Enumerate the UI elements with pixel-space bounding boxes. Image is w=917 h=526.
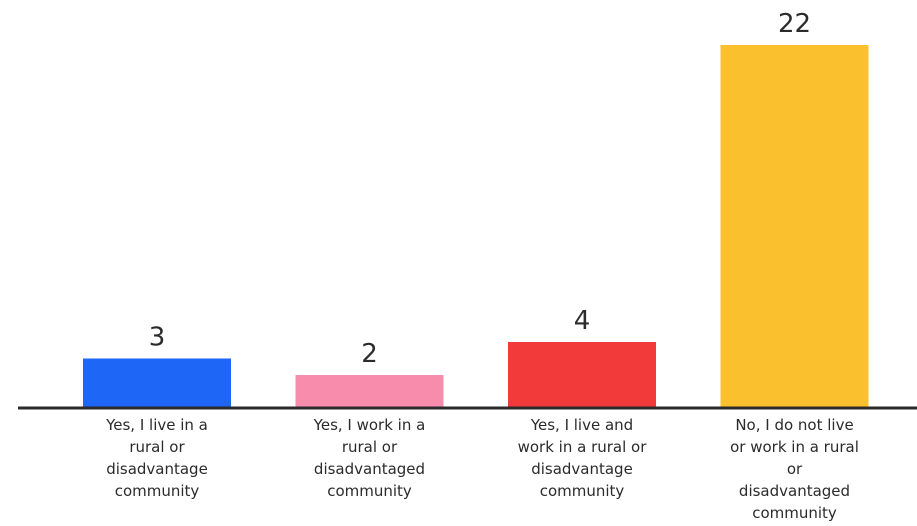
category-label-1: Yes, I live in a rural or disadvantage comm… (105, 416, 208, 500)
category-label-line: rural or (342, 438, 398, 456)
bars-layer (83, 45, 869, 408)
category-label-line: rural or (129, 438, 185, 456)
bar-value-label-1: 3 (149, 323, 166, 353)
category-labels-layer: Yes, I live in a rural or disadvantage comm… (105, 416, 859, 522)
category-label-2: Yes, I work in a rural or disadvantaged com… (313, 416, 426, 500)
category-label-line: Yes, I live and (530, 416, 633, 434)
category-label-3: Yes, I live and work in a rural or disadva… (518, 416, 648, 500)
category-label-line: or (787, 460, 803, 478)
bar-value-label-4: 22 (778, 9, 811, 39)
bar-3 (508, 342, 656, 408)
bar-2 (295, 375, 444, 408)
bar-1 (83, 358, 231, 408)
category-label-line: Yes, I work in a (313, 416, 426, 434)
category-label-4: No, I do not live or work in a rural or dis… (730, 416, 859, 522)
category-label-line: No, I do not live (735, 416, 853, 434)
category-label-line: disadvantaged (739, 482, 850, 500)
category-label-line: disadvantage (531, 460, 633, 478)
bar-value-label-3: 4 (574, 306, 591, 336)
category-label-line: community (752, 504, 837, 522)
category-label-line: Yes, I live in a (105, 416, 208, 434)
bar-4 (720, 45, 869, 408)
value-labels-layer: 3 2 4 22 (149, 9, 811, 369)
category-label-line: community (540, 482, 625, 500)
category-label-line: work in a rural or (518, 438, 648, 456)
category-label-line: disadvantage (106, 460, 208, 478)
category-label-line: community (327, 482, 412, 500)
category-label-line: or work in a rural (730, 438, 859, 456)
bar-value-label-2: 2 (361, 339, 378, 369)
category-label-line: community (115, 482, 200, 500)
category-label-line: disadvantaged (314, 460, 425, 478)
